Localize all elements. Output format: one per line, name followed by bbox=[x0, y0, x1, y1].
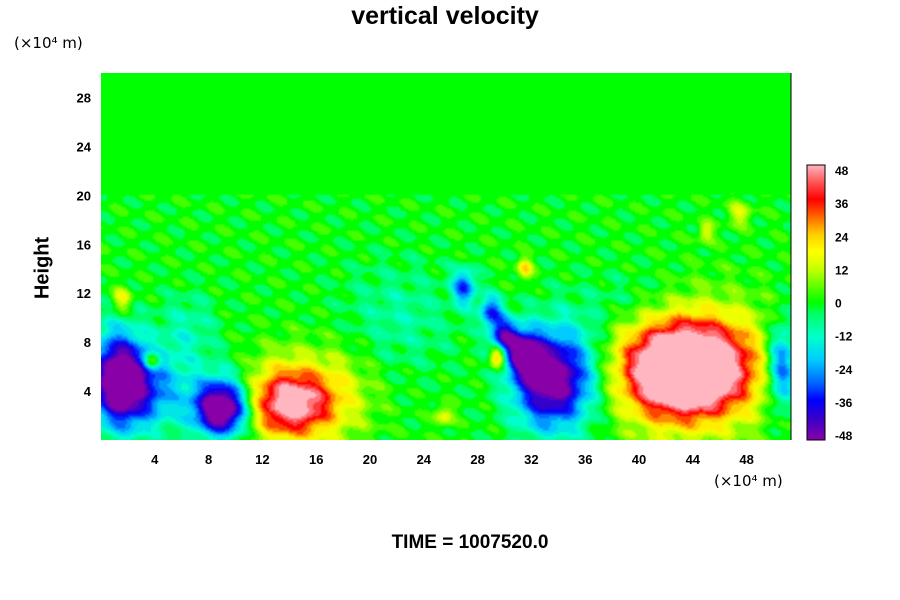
colorbar-tick-label: -48 bbox=[835, 429, 853, 443]
x-tick-label: 16 bbox=[309, 452, 323, 467]
y-axis-ticks: 4 8 12 16 20 24 28 bbox=[77, 90, 92, 399]
x-tick-label: 36 bbox=[578, 452, 592, 467]
x-tick-label: 20 bbox=[363, 452, 377, 467]
y-tick-label: 12 bbox=[77, 286, 91, 301]
x-tick-label: 32 bbox=[524, 452, 538, 467]
x-tick-label: 12 bbox=[255, 452, 269, 467]
x-tick-label: 8 bbox=[205, 452, 212, 467]
colorbar bbox=[806, 164, 826, 441]
x-tick-label: 24 bbox=[417, 452, 432, 467]
colorbar-tick-label: 0 bbox=[835, 297, 842, 311]
x-tick-label: 28 bbox=[470, 452, 484, 467]
x-axis-ticks: 4 8 12 16 20 24 28 32 36 40 44 48 bbox=[151, 452, 754, 467]
y-tick-label: 8 bbox=[84, 335, 91, 350]
time-label: TIME = 1007520.0 bbox=[391, 532, 549, 553]
x-axis-unit-label: (×10⁴ m) bbox=[714, 472, 783, 490]
x-tick-label: 48 bbox=[739, 452, 753, 467]
y-tick-label: 20 bbox=[77, 188, 91, 203]
colorbar-tick-label: 24 bbox=[835, 230, 849, 244]
x-tick-label: 40 bbox=[632, 452, 646, 467]
y-tick-label: 4 bbox=[84, 384, 92, 399]
colorbar-tick-label: -24 bbox=[835, 363, 853, 377]
colorbar-tick-label: 36 bbox=[835, 197, 849, 211]
colorbar-tick-label: 12 bbox=[835, 263, 849, 277]
colorbar-tick-label: 48 bbox=[835, 164, 849, 178]
colorbar-tick-label: -12 bbox=[835, 330, 853, 344]
velocity-field bbox=[101, 73, 791, 440]
y-tick-label: 28 bbox=[77, 90, 91, 105]
y-tick-label: 24 bbox=[77, 139, 92, 154]
x-tick-label: 4 bbox=[151, 452, 159, 467]
x-tick-label: 44 bbox=[686, 452, 701, 467]
y-axis-unit-label: (×10⁴ m) bbox=[14, 34, 83, 52]
y-tick-label: 16 bbox=[77, 237, 91, 252]
colorbar-ticks: 48 36 24 12 0 -12 -24 -36 -48 bbox=[835, 164, 853, 443]
chart-title: vertical velocity bbox=[351, 2, 539, 30]
colorbar-tick-label: -36 bbox=[835, 396, 853, 410]
